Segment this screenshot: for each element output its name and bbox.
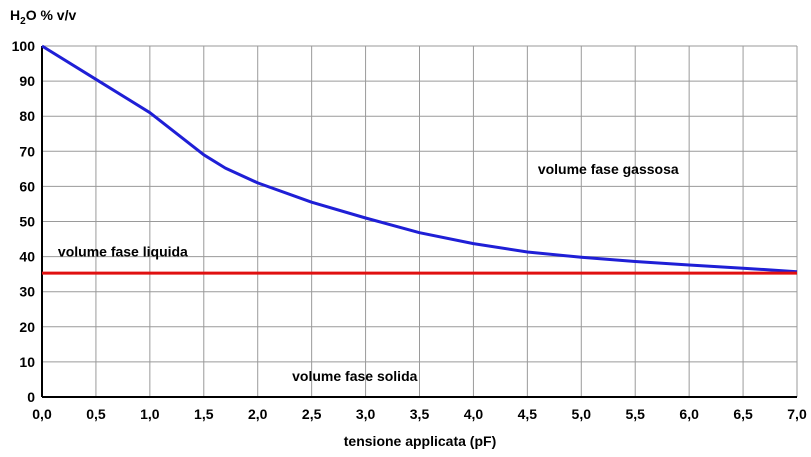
y-tick-label: 60 xyxy=(19,178,35,194)
x-tick-label: 1,0 xyxy=(140,406,160,422)
x-tick-label: 4,0 xyxy=(464,406,484,422)
x-tick-label: 5,0 xyxy=(572,406,592,422)
grid xyxy=(41,45,798,398)
y-tick-label: 80 xyxy=(19,108,35,124)
y-tick-label: 30 xyxy=(19,284,35,300)
y-tick-labels: 0 10 20 30 40 50 60 70 80 90 100 xyxy=(12,38,36,405)
x-tick-label: 6,0 xyxy=(679,406,699,422)
x-tick-label: 3,0 xyxy=(356,406,376,422)
x-tick-label: 2,0 xyxy=(248,406,268,422)
y-tick-label: 70 xyxy=(19,143,35,159)
annotations: volume fase gassosa volume fase liquida vo… xyxy=(58,161,679,384)
x-tick-label: 5,5 xyxy=(625,406,645,422)
y-axis-label: H2O % v/v xyxy=(10,7,76,27)
axes xyxy=(41,46,797,398)
x-tick-label: 7,0 xyxy=(787,406,807,422)
x-tick-label: 2,5 xyxy=(302,406,322,422)
x-tick-label: 6,5 xyxy=(733,406,753,422)
y-axis-label-rest: O % v/v xyxy=(26,7,77,23)
annotation-label: volume fase solida xyxy=(292,368,417,384)
x-tick-labels: 0,0 0,5 1,0 1,5 2,0 2,5 3,0 3,5 4,0 4,5 5,0 5,5 6,0 6… xyxy=(32,406,807,422)
annotation-label: volume fase gassosa xyxy=(538,161,679,177)
x-axis-label: tensione applicata (pF) xyxy=(344,433,496,449)
y-tick-label: 100 xyxy=(12,38,36,54)
series-lines xyxy=(41,44,798,275)
x-tick-label: 3,5 xyxy=(410,406,430,422)
y-axis-label-subscript: 2 xyxy=(20,16,26,27)
x-tick-label: 1,5 xyxy=(194,406,214,422)
y-tick-label: 0 xyxy=(27,389,35,405)
y-tick-label: 40 xyxy=(19,249,35,265)
y-tick-label: 10 xyxy=(19,354,35,370)
x-tick-label: 4,5 xyxy=(518,406,538,422)
y-tick-label: 50 xyxy=(19,214,35,230)
x-tick-label: 0,0 xyxy=(32,406,52,422)
x-tick-label: 0,5 xyxy=(86,406,106,422)
y-axis-label-main: H xyxy=(10,7,20,23)
y-tick-label: 90 xyxy=(19,73,35,89)
series-line-blue xyxy=(41,44,798,274)
annotation-label: volume fase liquida xyxy=(58,243,188,259)
y-tick-label: 20 xyxy=(19,319,35,335)
